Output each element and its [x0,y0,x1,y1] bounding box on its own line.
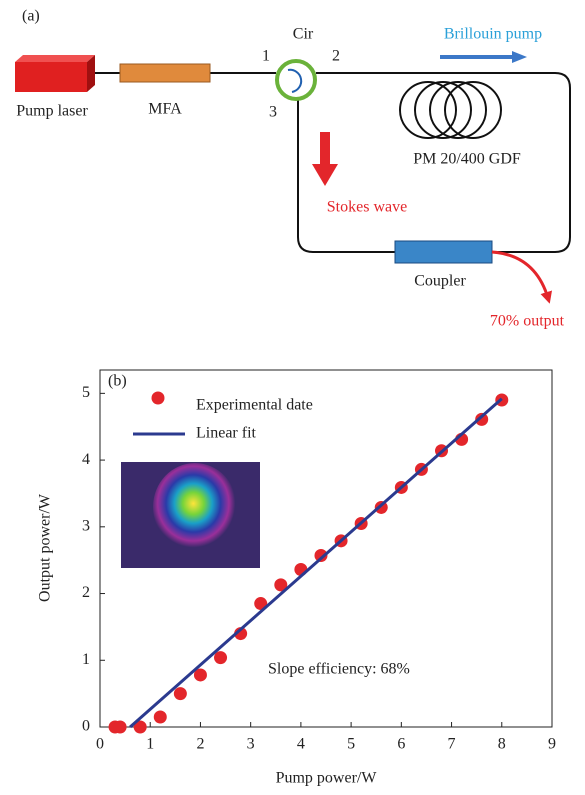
y-axis-label: Output power/W [37,493,54,602]
y-tick-label: 5 [82,384,90,401]
stokes-arrow-head [312,164,338,186]
pump-label: Brillouin pump [444,26,542,43]
data-point [133,720,147,734]
x-tick-label: 8 [498,736,506,753]
fiber-coil [399,81,502,139]
y-tick-label: 1 [82,651,90,668]
data-point [475,412,489,426]
output-arrow [491,250,553,304]
amplifier-label: MFA [148,101,182,118]
x-tick-label: 1 [146,736,154,753]
legend-label: Experimental date [196,397,313,414]
beam-spot [153,463,237,551]
x-tick-label: 3 [247,736,255,753]
coupler [394,240,493,264]
port-label: 1 [262,48,270,65]
fit-line [129,397,503,729]
amplifier [119,63,211,83]
laser-top [15,55,95,62]
data-point [274,578,288,592]
x-tick-label: 5 [347,736,355,753]
coupler-label: Coupler [414,273,466,290]
x-tick-label: 9 [548,736,556,753]
laser [15,62,87,92]
laser-side [87,55,95,92]
plot-frame [99,369,553,728]
pump-arrow-head [512,51,527,63]
x-tick-label: 0 [96,736,104,753]
x-tick-label: 4 [297,736,305,753]
fiber-label: PM 20/400 GDF [413,151,521,168]
stokes-label: Stokes wave [327,199,407,216]
legend-marker [151,391,165,405]
circulator-label: Cir [293,26,314,43]
y-tick-label: 0 [82,718,90,735]
fiber-loop [297,72,571,253]
y-tick-label: 4 [82,451,90,468]
x-tick-label: 2 [196,736,204,753]
legend-label: Linear fit [196,425,257,442]
circulator-arrow [287,68,303,93]
x-axis-label: Pump power/W [276,770,378,787]
output-label: 70% output [490,313,565,330]
x-tick-label: 6 [397,736,405,753]
data-point [173,687,187,701]
annotation: Slope efficiency: 68% [268,661,410,678]
port-label: 2 [332,48,340,65]
stokes-arrow [320,132,330,166]
panel-label: (b) [108,373,127,390]
x-tick-label: 7 [448,736,456,753]
port-label: 3 [269,104,277,121]
y-tick-label: 2 [82,584,90,601]
data-point [214,651,228,665]
data-point [314,549,328,563]
data-point [153,710,167,724]
panel-label: (a) [22,8,40,25]
y-tick-label: 3 [82,517,90,534]
data-point [193,668,207,682]
laser-label: Pump laser [16,103,88,120]
data-point [113,720,127,734]
circulator [275,59,317,101]
